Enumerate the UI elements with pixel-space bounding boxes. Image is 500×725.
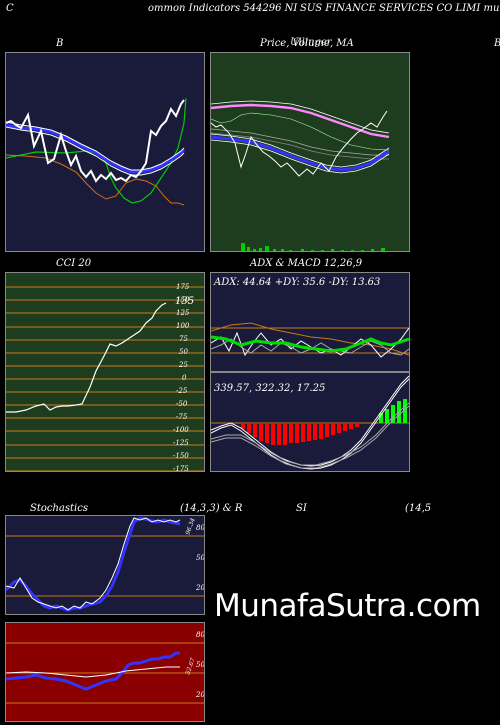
rsi-chart	[6, 642, 204, 704]
stoch-params: (14,3,3) & R	[180, 503, 243, 514]
stoch-tick-20: 20	[196, 584, 205, 592]
munafasutra-watermark: MunafaSutra.com	[214, 588, 481, 624]
cci-tick-neg25: -25	[176, 387, 188, 395]
macd-readout: 339.57, 322.32, 17.25	[214, 383, 326, 394]
macd-chart	[211, 375, 409, 470]
cci-tick-125: 125	[176, 309, 190, 317]
cci-tick-neg50: -50	[176, 400, 188, 408]
header-title: ommon Indicators 544296 NI	[148, 3, 298, 14]
cci-tick-25: 25	[179, 361, 188, 369]
bollinger-chart	[6, 97, 187, 206]
cci-tick-neg150: -150	[173, 452, 189, 460]
price-right-letter: B	[494, 38, 500, 49]
rsi-tick-80: 80	[196, 631, 205, 639]
rsi-tick-20: 20	[196, 691, 205, 699]
rsi-title: SI	[296, 503, 307, 514]
cci-tick-neg125: -125	[173, 439, 189, 447]
adx-readout: ADX: 44.64 +DY: 35.6 -DY: 13.63	[214, 277, 381, 288]
cci-title: CCI 20	[56, 258, 92, 269]
cci-tick-neg75: -75	[176, 413, 188, 421]
rsi-params: (14,5	[405, 503, 432, 514]
cci-tick-75: 75	[179, 335, 188, 343]
cci-tick-50: 50	[179, 348, 188, 356]
cci-tick-0: 0	[182, 374, 187, 382]
cci-chart	[6, 286, 204, 471]
cci-tick-neg100: -100	[173, 426, 189, 434]
price-panel	[210, 52, 410, 252]
cci-tick-175: 175	[176, 283, 190, 291]
stochastics-chart	[6, 516, 204, 612]
cci-tick-100: 100	[176, 322, 190, 330]
adx-title: ADX & MACD 12,26,9	[250, 258, 363, 269]
price-title: Price, Volume, MA	[260, 38, 354, 49]
cci-value: 135	[175, 296, 195, 307]
cci-tick-150: 150	[176, 296, 190, 304]
cci-tick-neg175: -175	[173, 465, 189, 473]
header-company: SUS FINANCE SERVICES CO LIMI munafa	[300, 3, 500, 14]
stoch-tick-50: 50	[196, 554, 205, 562]
price-overlay-text: Ullinger	[290, 37, 332, 48]
stoch-tick-80: 80	[196, 524, 205, 532]
price-chart	[211, 100, 390, 251]
macd-panel: 339.57, 322.32, 17.25	[210, 372, 410, 472]
bb-title: B	[56, 38, 64, 49]
bollinger-panel	[5, 52, 205, 252]
stochastics-panel: 96.34 80 50 20	[5, 515, 205, 615]
rsi-panel: 52.67 80 50 20	[5, 622, 205, 722]
rsi-tick-50: 50	[196, 661, 205, 669]
stoch-title: Stochastics	[30, 503, 88, 514]
cci-panel	[5, 272, 205, 472]
adx-chart	[211, 322, 409, 358]
adx-panel: ADX: 44.64 +DY: 35.6 -DY: 13.63	[210, 272, 410, 372]
header-left: C	[6, 3, 14, 14]
